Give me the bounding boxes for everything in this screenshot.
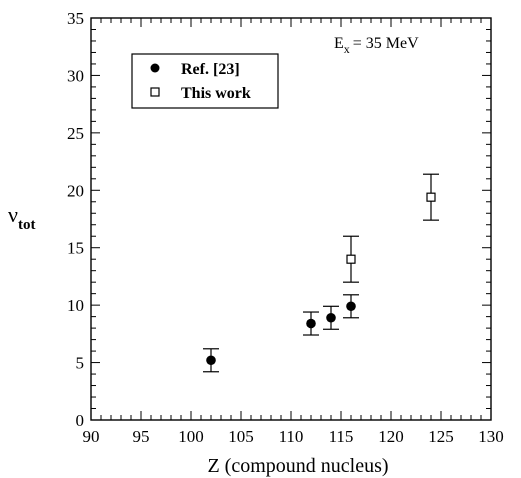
x-axis-title: Z (compound nucleus) [207, 455, 388, 477]
energy-annotation-rest: = 35 MeV [353, 35, 419, 52]
y-tick-label: 5 [76, 354, 85, 373]
data-layer [203, 173, 439, 373]
y-axis-title-main: ν [8, 202, 18, 227]
x-tick-label: 95 [133, 427, 150, 446]
legend-label-ref23: Ref. [23] [181, 61, 240, 78]
energy-annotation: Ex = 35 MeV [334, 35, 419, 56]
x-tick-label: 125 [428, 427, 454, 446]
x-tick-label: 115 [329, 427, 354, 446]
y-tick-label: 30 [67, 66, 84, 85]
data-point-ref23 [346, 301, 356, 312]
x-tick-label: 100 [178, 427, 204, 446]
y-tick-label: 35 [67, 9, 84, 28]
energy-annotation-main: E [334, 35, 344, 52]
y-tick-label: 15 [67, 239, 84, 258]
x-tick-label: 110 [279, 427, 304, 446]
legend-label-this-work: This work [181, 85, 251, 102]
legend: Ref. [23] This work [131, 53, 279, 109]
data-point-ref23 [326, 312, 336, 323]
y-axis-title-sub: tot [18, 217, 36, 233]
y-tick-label: 0 [76, 411, 85, 430]
energy-annotation-sub: x [344, 42, 350, 56]
legend-marker-this-work [150, 87, 160, 97]
x-tick-label: 130 [478, 427, 504, 446]
data-point-ref23 [206, 355, 216, 366]
x-tick-label: 90 [83, 427, 100, 446]
x-tick-label: 105 [228, 427, 254, 446]
y-axis-title: νtot [8, 202, 35, 233]
data-point-ref23 [306, 318, 316, 329]
y-tick-label: 25 [67, 124, 84, 143]
legend-box [131, 53, 279, 109]
y-tick-label: 20 [67, 181, 84, 200]
data-point-this-work [346, 254, 356, 264]
data-point-this-work [426, 192, 436, 202]
legend-marker-ref23 [150, 63, 160, 73]
y-tick-label: 10 [67, 296, 84, 315]
axes: 90 95 100 105 110 115 120 125 130 0 5 10 15 20 25 30 35 [67, 9, 504, 446]
x-tick-label: 120 [378, 427, 404, 446]
